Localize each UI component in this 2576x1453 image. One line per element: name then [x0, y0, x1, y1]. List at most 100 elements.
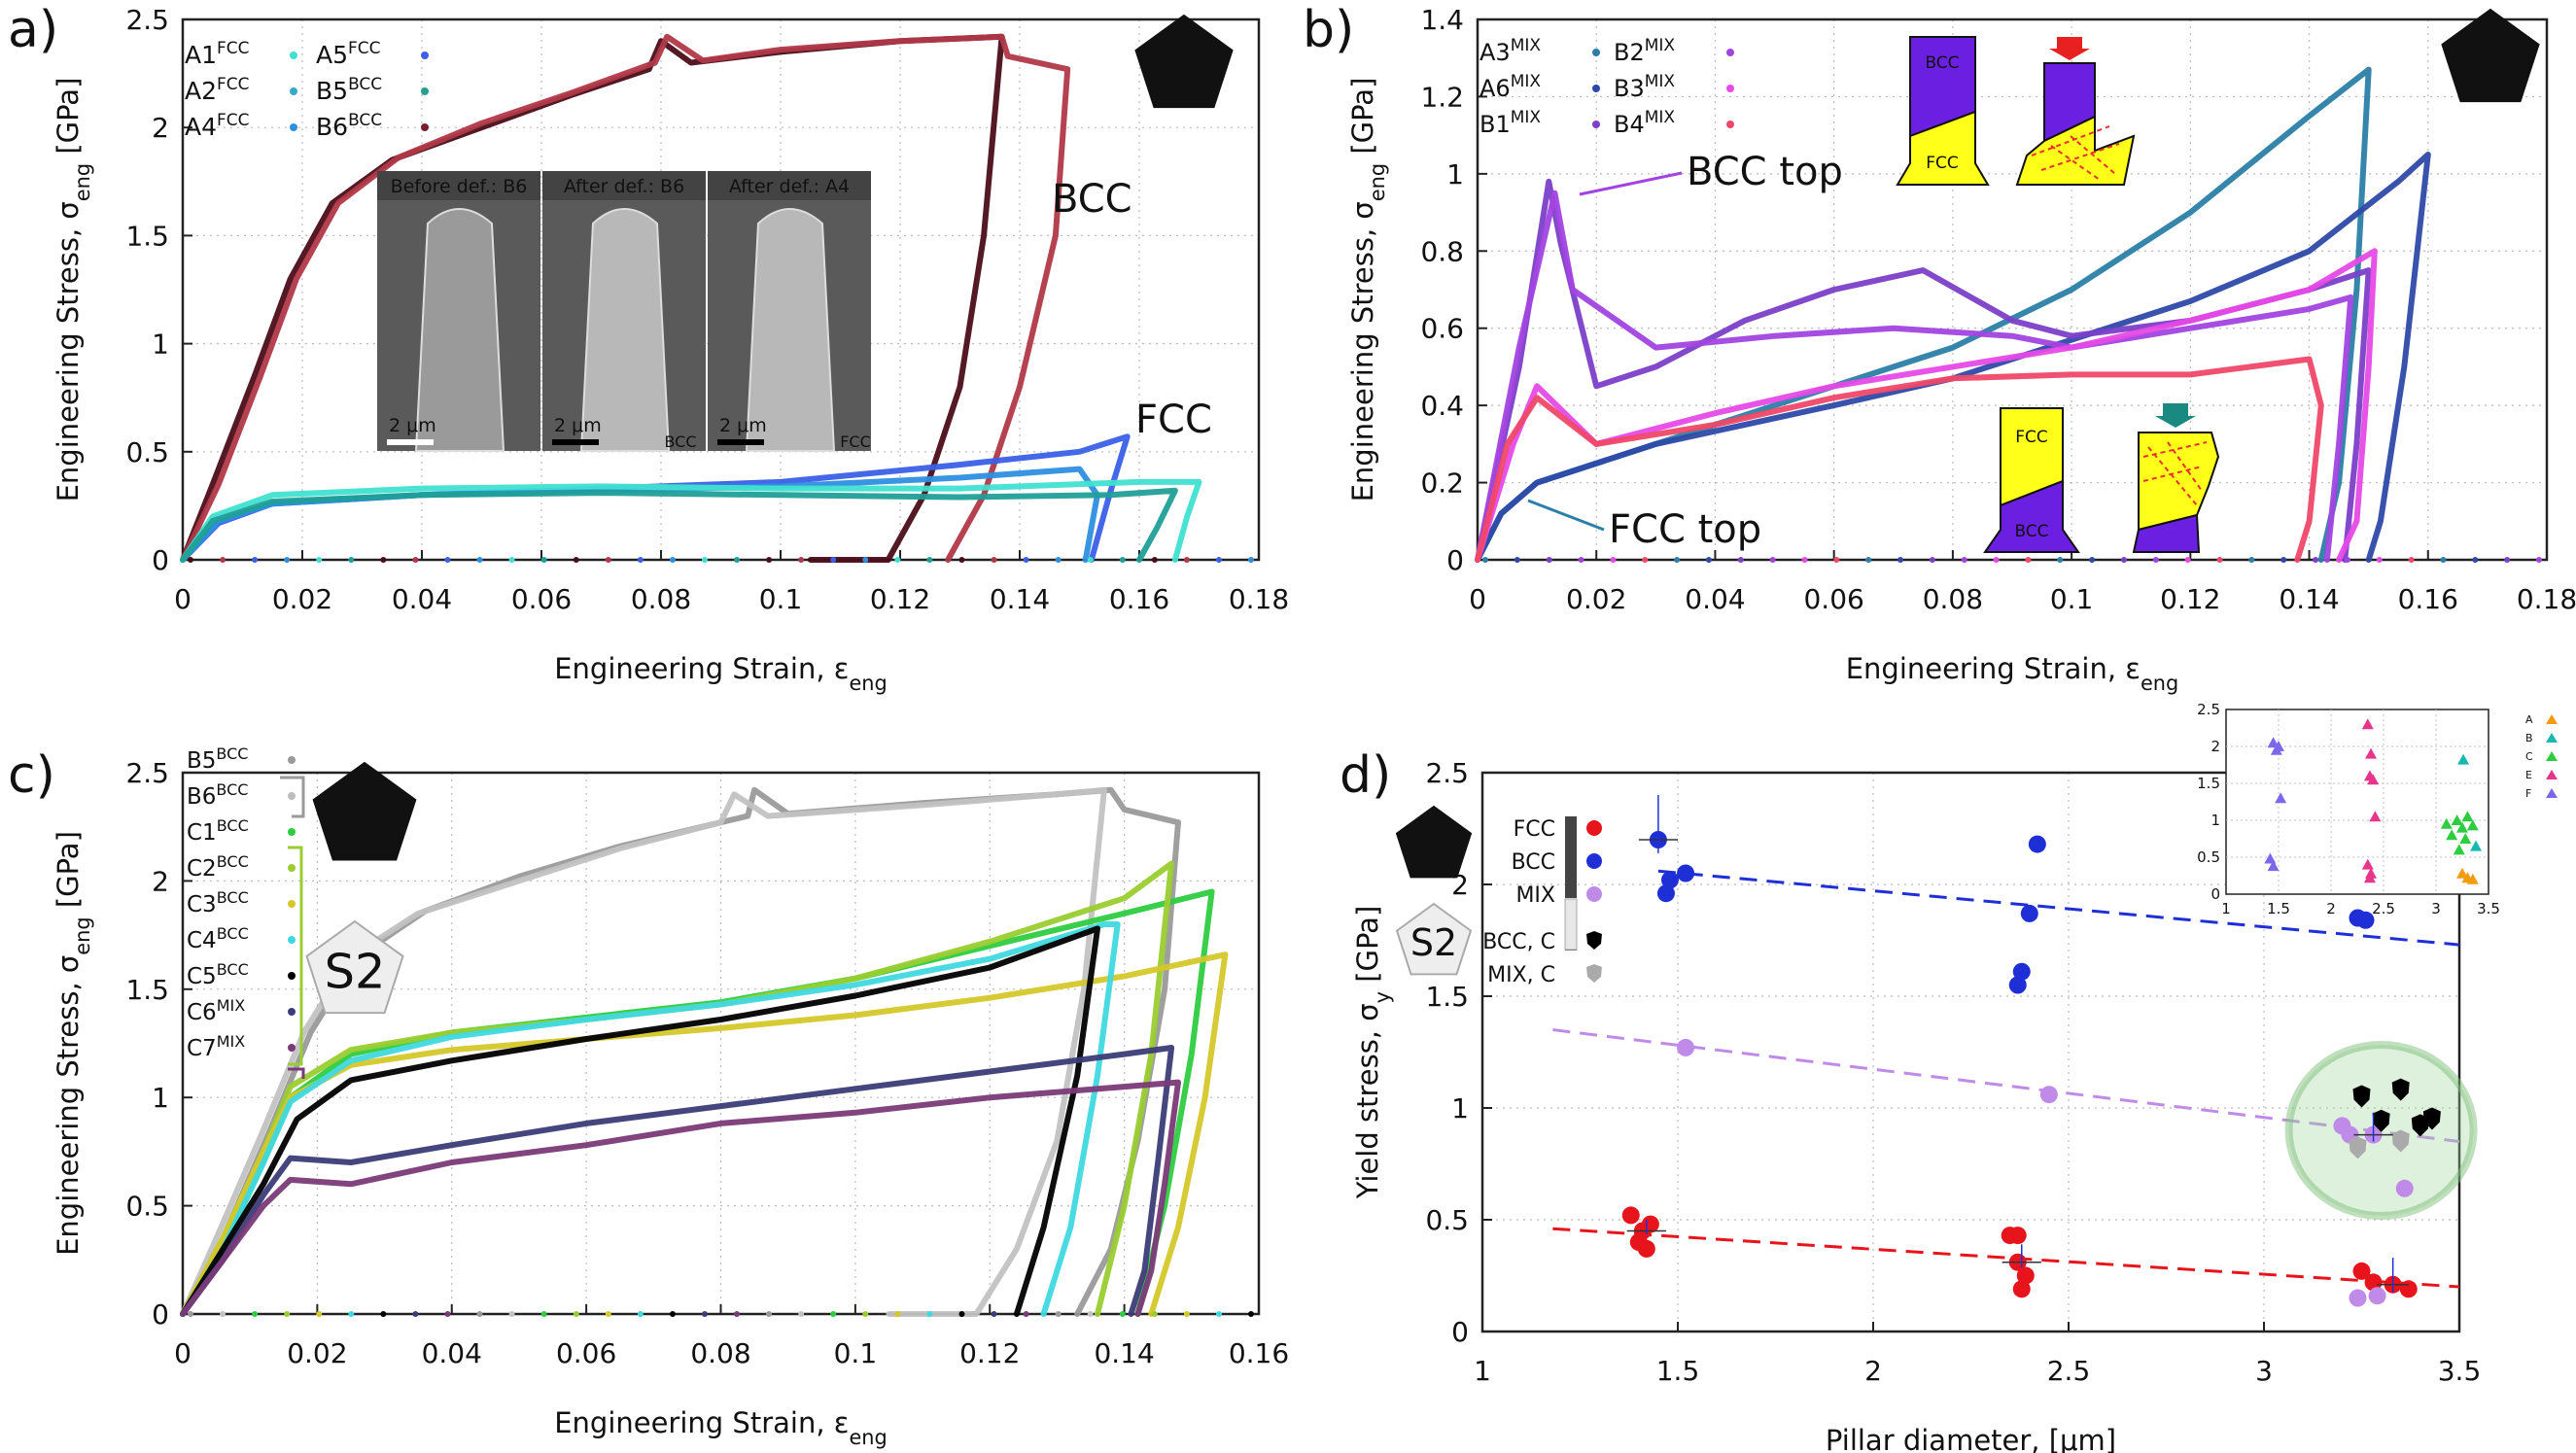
legend-marker [288, 972, 296, 980]
zero-point [701, 557, 708, 563]
inset-x-tick-label: 2.5 [2372, 900, 2395, 917]
scatter-point-0-10 [2352, 1262, 2371, 1280]
zero-point [1151, 1311, 1158, 1317]
scale-bar [717, 439, 764, 445]
legend-label: B1MIX [1479, 108, 1541, 138]
zero-point [1151, 557, 1158, 563]
zero-point [1183, 557, 1190, 563]
zero-point [284, 557, 291, 563]
legend-label: B6BCC [187, 780, 248, 811]
zero-point [830, 1311, 837, 1317]
zero-point [605, 557, 611, 563]
scatter-point-1-7 [2008, 976, 2027, 994]
zero-point [1642, 557, 1649, 563]
legend-label: A5FCC [316, 39, 381, 69]
y-tick-label: 0.2 [1420, 467, 1464, 500]
zero-point [1248, 557, 1254, 563]
y-tick-label: 2 [152, 865, 169, 897]
y-tick-label: 0.4 [1420, 390, 1464, 422]
series-line-A6 [1475, 152, 2431, 563]
legend-marker [288, 900, 296, 908]
legend-sup: FCC [348, 39, 381, 58]
zero-point [2057, 557, 2064, 563]
zero-point [1183, 1311, 1190, 1317]
legend-name: B6 [316, 113, 348, 141]
load-arrow-icon [2049, 37, 2090, 60]
inset-point-14 [2457, 753, 2470, 765]
y-tick-label: 0.5 [125, 436, 169, 468]
zero-point [1119, 1311, 1126, 1317]
badge-s1-shape [312, 761, 417, 861]
schematic-label: BCC [1925, 53, 1959, 73]
x-tick-label: 0 [174, 583, 191, 615]
badge-s2-shape [1395, 902, 1473, 976]
legend-sup: BCC [217, 924, 249, 943]
inset-point-7 [2365, 747, 2378, 759]
legend-bar-s2 [1564, 898, 1578, 951]
legend-bracket-gray [280, 776, 305, 818]
zero-point [2248, 557, 2255, 563]
zero-point [1610, 557, 1617, 563]
badge-s1-shape [1395, 805, 1473, 879]
zero-point [476, 557, 483, 563]
zero-point [540, 557, 547, 563]
zero-point [926, 1311, 933, 1317]
legend-sup: BCC [348, 75, 382, 94]
legend-marker [288, 864, 296, 872]
zero-point [894, 557, 901, 563]
x-tick-label: 0.04 [392, 583, 452, 615]
y-tick-label: 1 [1446, 158, 1464, 190]
shield-point-3-2 [2391, 1078, 2410, 1101]
zero-point [444, 557, 451, 563]
legend-sup: MIX [1645, 72, 1676, 91]
x-tick-label: 0.1 [759, 583, 803, 615]
legend-name: C2 [187, 856, 217, 882]
x-tick-label: 0.06 [556, 1337, 616, 1369]
zero-point [220, 1311, 226, 1317]
legend-name: B5 [187, 748, 216, 774]
legend-label: C5BCC [187, 960, 249, 990]
zero-point [1087, 1311, 1094, 1317]
legend-marker [1586, 964, 1602, 983]
zero-point [1801, 557, 1808, 563]
schematic-deformed-fcc [2015, 115, 2136, 186]
legend-name: A1 [185, 41, 217, 69]
legend-label: B4MIX [1614, 108, 1675, 138]
zero-point [734, 557, 741, 563]
scatter-point-2-1 [2039, 1086, 2058, 1104]
zero-point [669, 1311, 676, 1317]
zero-point [573, 557, 579, 563]
legend-label: A2FCC [185, 75, 250, 105]
series-line-B4 [1475, 356, 2324, 563]
y-tick-label: 2.5 [1425, 757, 1469, 789]
x-tick-label: 0.02 [287, 1337, 347, 1369]
annotation-fcc: FCC [1135, 398, 1212, 442]
zero-point [252, 1311, 259, 1317]
badge-s1: S1 [1395, 805, 1473, 879]
y-tick-label: 0.6 [1420, 313, 1464, 345]
zero-point [894, 1311, 901, 1317]
x-tick-label: 0 [174, 1337, 191, 1369]
panel-letter: b) [1303, 1, 1354, 59]
legend-marker [288, 792, 296, 800]
zero-point [1023, 1311, 1029, 1317]
inset-y-tick-label: 2 [2210, 738, 2220, 755]
inset-x-tick-label: 2 [2326, 900, 2336, 917]
series-line-B5 [180, 33, 1071, 563]
inset-y-tick-label: 0.5 [2197, 848, 2220, 866]
legend-sup: MIX [1511, 72, 1542, 91]
legend-marker [290, 52, 297, 59]
shield-point-3-0 [2352, 1085, 2371, 1108]
legend-label: A1FCC [185, 39, 250, 69]
scale-label: 2 μm [719, 415, 767, 436]
legend-name: B4 [1614, 111, 1645, 138]
zero-point [1674, 557, 1681, 563]
panel-4: d) 1 1.5 2 2.5 3 3.5 0 0.5 1 1.5 2 2.5 Pillar diamete… [1340, 746, 2481, 1453]
zero-point [412, 557, 419, 563]
zero-point [637, 557, 644, 563]
panel-letter: d) [1340, 746, 1391, 805]
zero-point [1055, 1311, 1062, 1317]
sem-title-bar [377, 171, 540, 200]
x-tick-label: 0.02 [272, 583, 332, 615]
zero-point [1737, 557, 1744, 563]
